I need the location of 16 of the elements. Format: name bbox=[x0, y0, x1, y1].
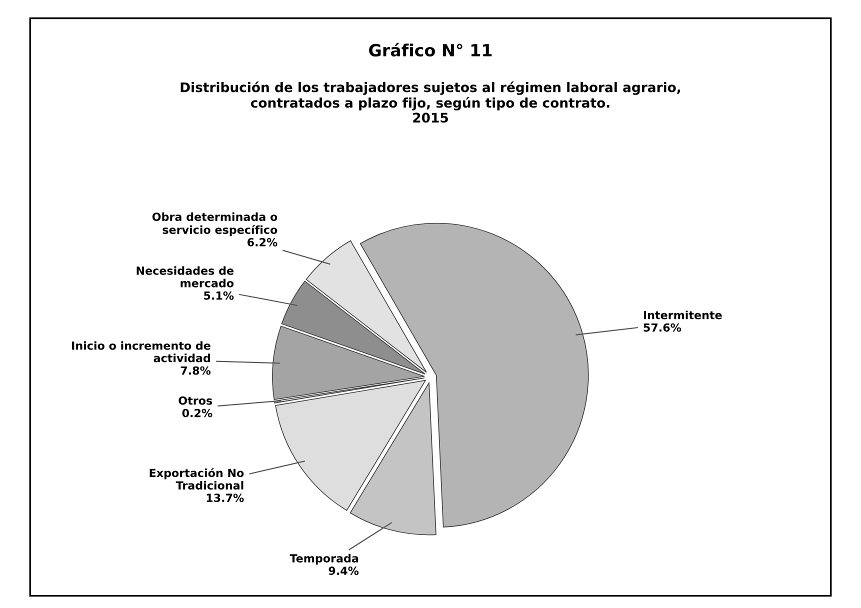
data-label: 13.7% bbox=[206, 494, 244, 502]
data-label: 9.4% bbox=[328, 566, 359, 575]
data-label: 57.6% bbox=[644, 323, 682, 332]
slice-label: Intermitente bbox=[644, 310, 722, 320]
data-label: 6.2% bbox=[248, 238, 278, 246]
data-label: 7.8% bbox=[180, 366, 211, 375]
slice-label: Temporada bbox=[290, 554, 358, 565]
slice-label: Necesidades de mercado bbox=[136, 266, 234, 288]
slice-label: Inicio o incremento de actividad bbox=[72, 341, 210, 362]
data-label: 5.1% bbox=[204, 291, 234, 300]
data-label: 0.2% bbox=[182, 408, 212, 418]
chart-subtitle: Distribución de los trabajadores sujetos al régimen laboral agrario, contratados a plazo fijo, según tipo de contrato. 2015 bbox=[180, 82, 680, 123]
slice-label: Otros bbox=[178, 396, 212, 405]
slice-label: Obra determinada o servicio específico bbox=[152, 212, 278, 236]
slice-label: Exportación No Tradicional bbox=[150, 468, 244, 490]
chart-title: Gráfico N° 11 bbox=[369, 42, 492, 57]
